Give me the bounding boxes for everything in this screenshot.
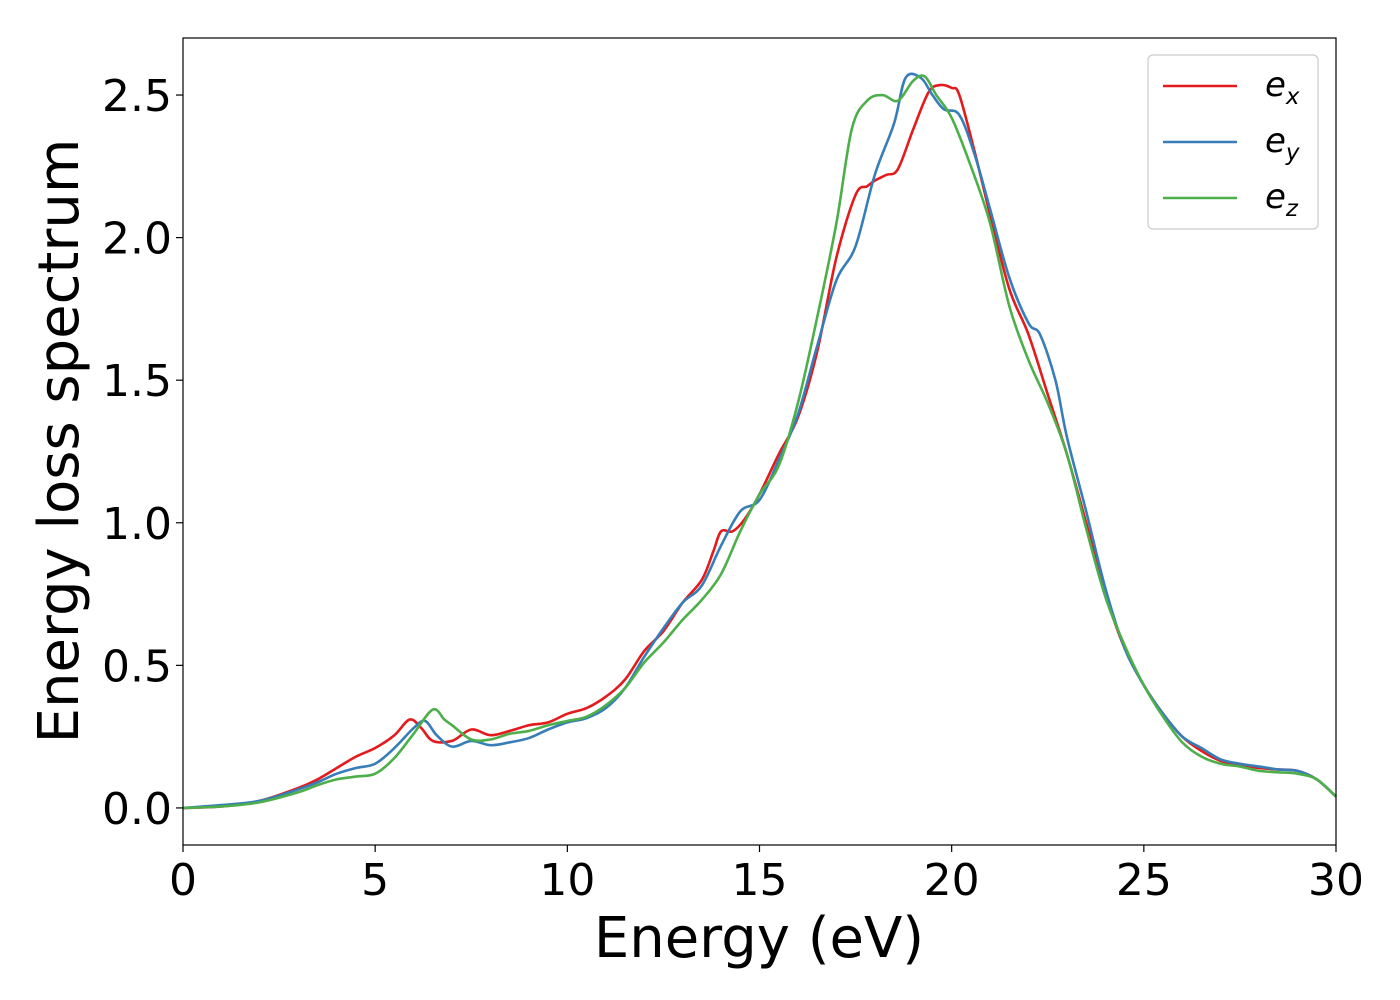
y-tick-label: 0.5 [102, 641, 172, 692]
y-axis: 0.0 0.5 1.0 1.5 2.0 2.5 [102, 71, 183, 835]
x-tick-label: 0 [169, 855, 197, 906]
x-tick-label: 5 [361, 855, 389, 906]
y-tick-label: 0.0 [102, 784, 172, 835]
x-tick-label: 15 [732, 855, 788, 906]
x-tick-label: 30 [1308, 855, 1364, 906]
x-tick-label: 10 [539, 855, 595, 906]
series-line-z [182, 74, 1337, 810]
x-axis-title: Energy (eV) [594, 906, 924, 971]
y-axis-title: Energy loss spectrum [27, 139, 92, 744]
y-tick-label: 1.0 [102, 499, 172, 550]
y-tick-label: 2.0 [102, 214, 172, 265]
y-tick-label: 2.5 [102, 71, 172, 122]
x-tick-label: 20 [924, 855, 980, 906]
x-tick-label: 25 [1116, 855, 1172, 906]
series-curves [182, 72, 1337, 810]
x-axis: 0 5 10 15 20 25 30 [169, 845, 1364, 906]
y-tick-label: 1.5 [102, 356, 172, 407]
